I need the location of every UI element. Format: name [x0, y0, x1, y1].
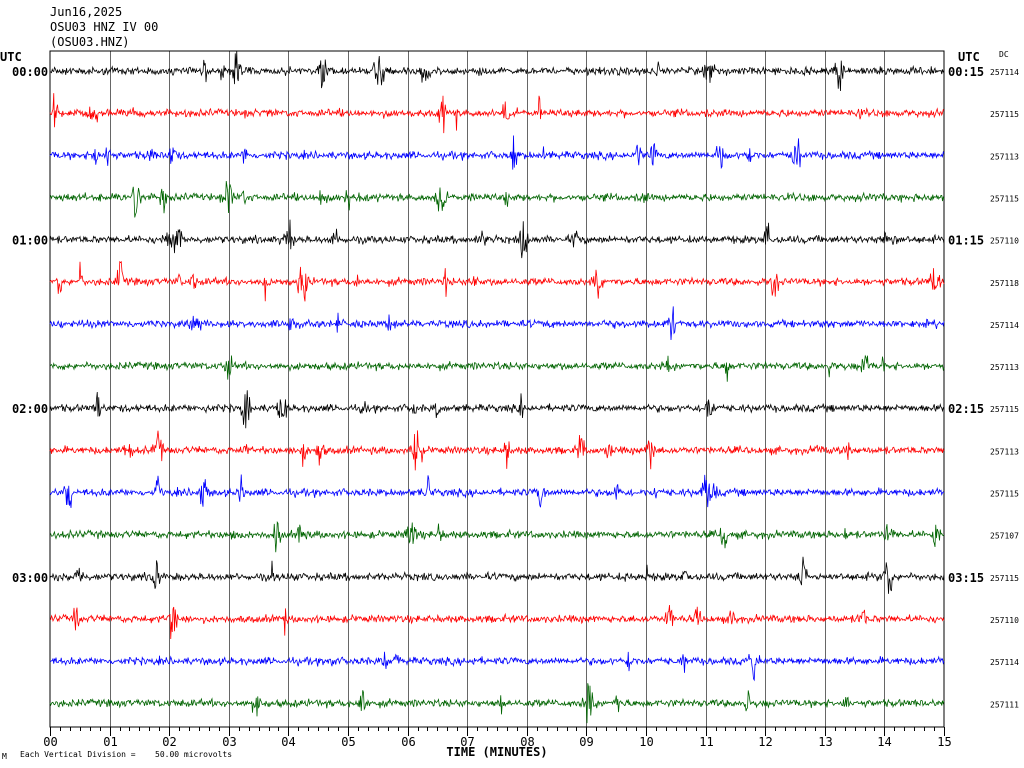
x-tick-label: 08	[520, 735, 534, 749]
trace-line-16	[49, 683, 945, 724]
plot-date: Jun16,2025	[50, 5, 123, 19]
footer-mark: M	[2, 752, 7, 761]
trace-line-1	[49, 50, 945, 92]
trace-line-7	[49, 306, 945, 340]
plot-channel: (OSU03.HNZ)	[50, 35, 130, 49]
x-tick-label: 12	[758, 735, 772, 749]
dc-value-15: 257114	[990, 658, 1019, 667]
trace-line-5	[49, 219, 945, 259]
trace-line-14	[49, 604, 945, 639]
dc-value-7: 257114	[990, 321, 1019, 330]
dc-value-4: 257115	[990, 194, 1019, 203]
x-tick-label: 04	[281, 735, 295, 749]
dc-value-8: 257113	[990, 363, 1019, 372]
right-time-label: 01:15	[948, 234, 984, 248]
plot-station: OSU03 HNZ IV 00	[50, 20, 159, 34]
trace-line-11	[49, 474, 945, 508]
right-time-label: 00:15	[948, 65, 984, 79]
dc-value-10: 257113	[990, 447, 1019, 456]
left-time-label: 01:00	[12, 234, 48, 248]
trace-line-3	[49, 135, 945, 170]
x-tick-label: 09	[579, 735, 593, 749]
trace-line-12	[49, 520, 945, 553]
x-tick-label: 03	[222, 735, 236, 749]
left-time-label: 00:00	[12, 65, 48, 79]
dc-value-12: 257107	[990, 532, 1019, 541]
x-tick-label: 11	[699, 735, 713, 749]
trace-line-9	[49, 390, 945, 429]
dc-value-3: 257113	[990, 152, 1019, 161]
x-tick-label: 15	[937, 735, 951, 749]
footer-scale-text: Each Vertical Division =	[20, 750, 136, 759]
trace-line-2	[49, 93, 945, 134]
utc-left-label: UTC	[0, 50, 22, 64]
trace-line-10	[49, 430, 945, 471]
x-tick-label: 10	[639, 735, 653, 749]
x-tick-label: 13	[818, 735, 832, 749]
left-time-label: 03:00	[12, 571, 48, 585]
x-axis-label: TIME (MINUTES)	[446, 745, 547, 759]
right-time-label: 02:15	[948, 402, 984, 416]
dc-value-5: 257110	[990, 237, 1019, 246]
x-tick-label: 00	[43, 735, 57, 749]
x-tick-label: 02	[162, 735, 176, 749]
footer-scale-value: 50.00 microvolts	[155, 750, 233, 759]
x-tick-label: 14	[877, 735, 891, 749]
dc-value-11: 257115	[990, 490, 1019, 499]
trace-line-6	[49, 260, 945, 302]
dc-value-6: 257118	[990, 279, 1019, 288]
left-time-label: 02:00	[12, 402, 48, 416]
dc-value-2: 257115	[990, 110, 1019, 119]
dc-value-13: 257115	[990, 574, 1019, 583]
trace-line-15	[49, 651, 945, 682]
trace-line-13	[49, 556, 945, 594]
x-tick-label: 07	[460, 735, 474, 749]
utc-right-label: UTC	[958, 50, 980, 64]
dc-value-16: 257111	[990, 700, 1019, 709]
dc-value-14: 257110	[990, 616, 1019, 625]
trace-line-4	[49, 180, 945, 218]
trace-line-8	[49, 354, 945, 382]
right-time-label: 03:15	[948, 571, 984, 585]
dc-header-label: DC	[999, 50, 1009, 59]
x-tick-label: 01	[103, 735, 117, 749]
x-tick-label: 05	[341, 735, 355, 749]
dc-value-1: 257114	[990, 68, 1019, 77]
dc-value-9: 257115	[990, 405, 1019, 414]
x-tick-label: 06	[401, 735, 415, 749]
